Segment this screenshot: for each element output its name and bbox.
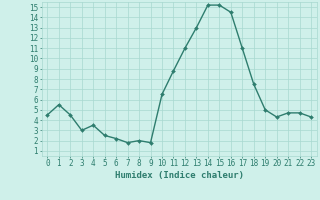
X-axis label: Humidex (Indice chaleur): Humidex (Indice chaleur) (115, 171, 244, 180)
